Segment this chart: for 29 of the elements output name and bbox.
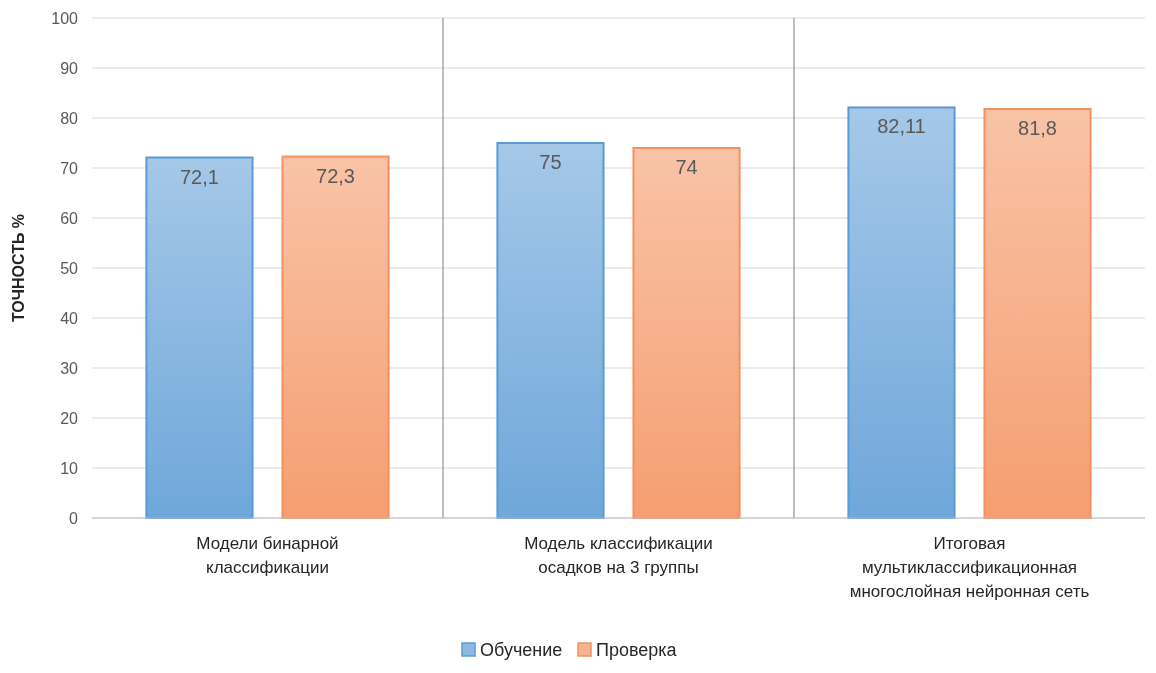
bar bbox=[281, 155, 390, 519]
legend-label: Проверка bbox=[596, 640, 678, 660]
y-tick-label: 70 bbox=[60, 159, 79, 177]
y-tick-label: 90 bbox=[60, 59, 79, 77]
data-label: 82,11 bbox=[877, 115, 926, 138]
y-tick-label: 30 bbox=[60, 359, 79, 377]
x-tick-label: Модели бинарной классификации bbox=[196, 534, 339, 577]
y-tick-label: 60 bbox=[60, 209, 79, 227]
y-tick-label: 100 bbox=[51, 9, 79, 27]
data-label: 74 bbox=[675, 156, 698, 178]
data-label: 75 bbox=[539, 151, 562, 173]
bar bbox=[496, 142, 605, 519]
y-tick-label: 80 bbox=[60, 109, 79, 127]
data-label: 81,8 bbox=[1018, 117, 1057, 139]
bar bbox=[983, 108, 1092, 519]
y-tick-label: 40 bbox=[60, 309, 79, 327]
bar bbox=[632, 147, 741, 519]
bar bbox=[847, 106, 956, 519]
legend-label: Обучение bbox=[480, 640, 563, 660]
y-tick-label: 10 bbox=[60, 459, 79, 477]
y-tick-label: 20 bbox=[60, 409, 79, 427]
y-tick-label: 50 bbox=[60, 259, 79, 277]
bar bbox=[145, 156, 254, 519]
x-tick-label: Модель классификации осадков на 3 группы bbox=[524, 534, 713, 577]
y-tick-label: 0 bbox=[69, 509, 79, 527]
x-tick-label: Итоговая мультиклассификационная многослойная нейронная сеть bbox=[849, 534, 1090, 601]
data-label: 72,3 bbox=[316, 164, 355, 187]
data-label: 72,1 bbox=[180, 165, 219, 188]
y-axis-title: ТОЧНОСТЬ % bbox=[10, 213, 27, 323]
